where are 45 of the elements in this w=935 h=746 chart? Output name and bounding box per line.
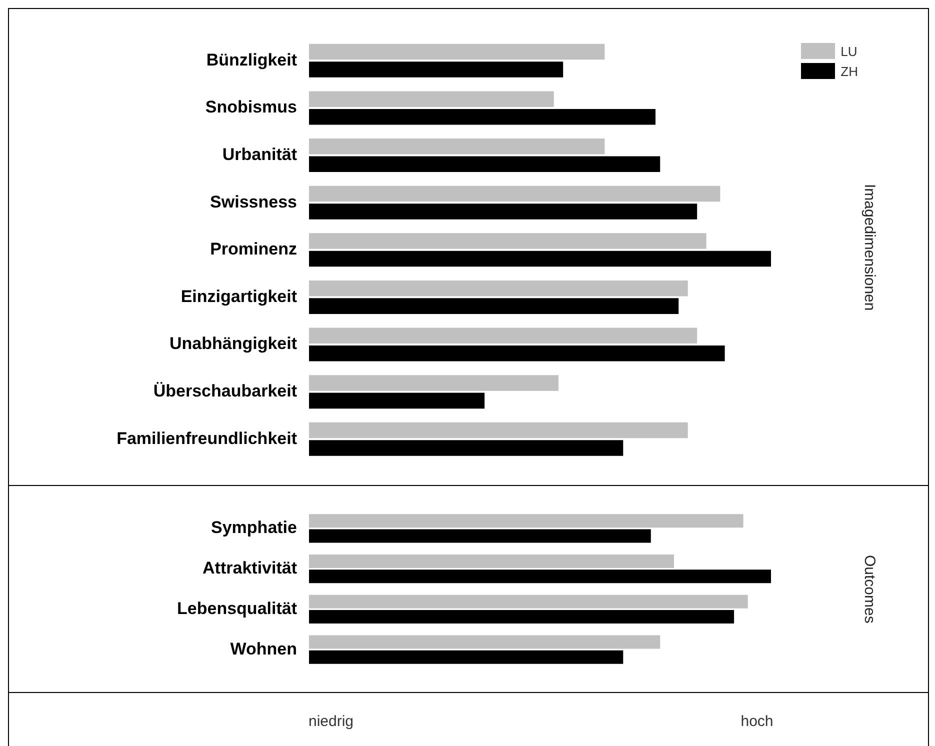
- bar: [309, 62, 564, 78]
- bar: [309, 440, 624, 456]
- y-tick-label: Snobismus: [205, 98, 297, 117]
- bar: [309, 594, 748, 608]
- y-axis-title: Outcomes: [861, 554, 878, 624]
- bar: [309, 298, 679, 314]
- bar: [309, 570, 771, 584]
- y-tick-label: Überschaubarkeit: [153, 382, 298, 401]
- bar: [309, 346, 725, 362]
- y-tick-label: Prominenz: [210, 240, 297, 259]
- y-tick-label: Urbanität: [222, 144, 298, 164]
- bar: [309, 392, 485, 409]
- bar: [309, 610, 734, 624]
- y-tick-label: Einzigartigkeit: [180, 286, 298, 306]
- bar: [309, 186, 720, 202]
- bar: [309, 138, 605, 154]
- bar: [309, 250, 771, 267]
- y-tick-label: Swissness: [210, 192, 297, 212]
- text: hoch: [740, 713, 774, 730]
- y-axis-title: Imagedimensionen: [861, 184, 878, 310]
- bar: [309, 156, 660, 172]
- y-tick-label: Bünzligkeit: [206, 50, 298, 70]
- legend-label: ZH: [840, 64, 858, 78]
- bar: [309, 280, 688, 296]
- y-tick-label: Familienfreundlichkeit: [116, 428, 298, 448]
- bar: [309, 233, 706, 249]
- bar: [309, 204, 698, 220]
- bar: [309, 529, 651, 543]
- y-tick-label: Symphatie: [211, 518, 297, 538]
- text: niedrig: [308, 713, 354, 730]
- bar: [309, 44, 605, 60]
- bar: [309, 328, 698, 344]
- bar: [309, 91, 554, 107]
- bar: [309, 635, 660, 649]
- bar: [309, 650, 624, 664]
- bar: [309, 422, 688, 438]
- bar: [309, 108, 656, 125]
- y-tick-label: Unabhängigkeit: [169, 334, 298, 354]
- bar: [309, 554, 674, 568]
- y-tick-label: Wohnen: [230, 639, 297, 658]
- y-tick-label: Attraktivität: [202, 558, 298, 578]
- y-tick-label: Lebensqualität: [177, 598, 298, 618]
- bar: [309, 375, 558, 391]
- bar: [309, 514, 744, 528]
- legend-label: LU: [840, 44, 858, 58]
